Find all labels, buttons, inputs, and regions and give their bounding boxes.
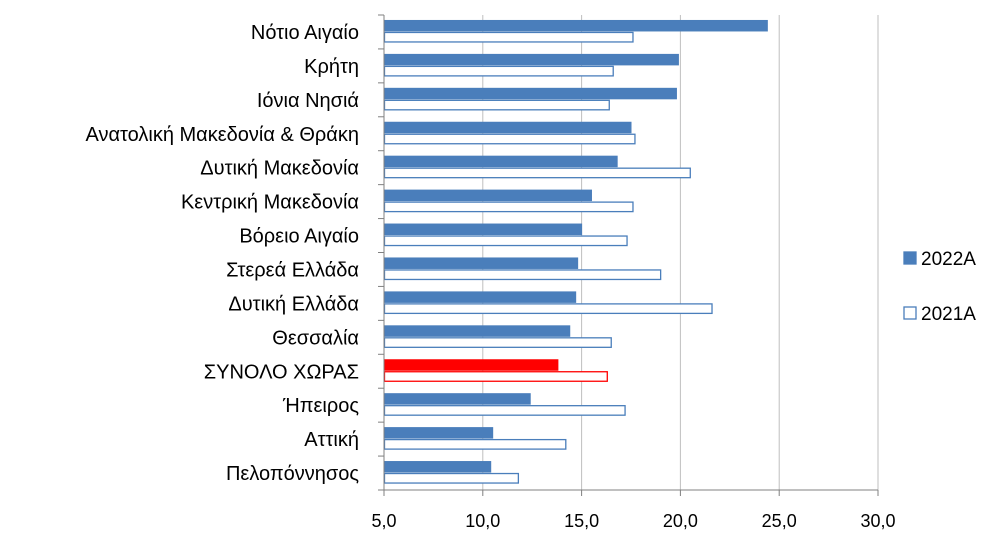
bar-2021-νότιο-αιγαίο: [383, 31, 634, 43]
category-label: Κρήτη: [304, 56, 359, 78]
x-tick-label: 30,0: [860, 511, 895, 531]
category-label: Βόρειο Αιγαίο: [239, 226, 359, 248]
category-label: Κεντρική Μακεδονία: [181, 192, 359, 214]
category-label: Δυτική Ελλάδα: [228, 293, 359, 315]
axes: [378, 14, 879, 496]
bar-2021-αττική: [383, 438, 567, 450]
bar-2021-κεντρική-μακεδονία: [383, 201, 634, 213]
category-label: Στερεά Ελλάδα: [226, 259, 359, 281]
bar-2021-στερεά-ελλάδα: [383, 269, 662, 281]
x-tick-label: 20,0: [663, 511, 698, 531]
x-tick-label: 25,0: [762, 511, 797, 531]
bar-2022-θεσσαλία: [383, 325, 571, 337]
legend-label: 2022Α: [921, 249, 976, 270]
bar-2021-συνολο-χωρας: [383, 371, 608, 382]
bar-2021-ανατολική-μακεδονία-θράκη: [383, 133, 636, 145]
bar-2022-βόρειο-αιγαίο: [383, 223, 583, 236]
legend-label: 2021Α: [921, 304, 976, 325]
legend: 2022Α 2021Α: [903, 249, 976, 325]
bar-2021-ήπειρος: [383, 405, 626, 416]
bar-2022-ήπειρος: [383, 393, 531, 405]
category-label: Αττική: [304, 429, 359, 451]
legend-swatch-outline: [903, 306, 917, 320]
bar-2022-νότιο-αιγαίο: [383, 19, 768, 32]
bar-2022-ιόνια-νησιά: [383, 87, 677, 100]
bar-2022-ανατολική-μακεδονία-θράκη: [383, 121, 632, 134]
bar-2021-κρήτη: [383, 65, 614, 77]
bar-2021-πελοπόννησος: [383, 472, 520, 484]
bar-2021-δυτική-ελλάδα: [383, 303, 713, 315]
bar-2022-δυτική-μακεδονία: [383, 155, 618, 168]
category-label: Ανατολική Μακεδονία & Θράκη: [86, 124, 360, 146]
x-tick-label: 10,0: [465, 511, 500, 531]
category-label: Ήπειρος: [282, 395, 359, 417]
bar-2022-στερεά-ελλάδα: [383, 257, 579, 269]
gridlines: [482, 15, 879, 490]
category-label: ΣΥΝΟΛΟ ΧΩΡΑΣ: [204, 361, 359, 383]
category-label: Ιόνια Νησιά: [257, 90, 359, 112]
x-tick-label: 5,0: [371, 511, 396, 531]
x-tick-label: 15,0: [564, 511, 599, 531]
category-label: Θεσσαλία: [272, 327, 359, 349]
bar-2021-ιόνια-νησιά: [383, 99, 610, 111]
bar-2022-κρήτη: [383, 53, 679, 66]
bars: [383, 19, 768, 484]
bar-2022-πελοπόννησος: [383, 461, 492, 473]
category-label: Πελοπόννησος: [226, 463, 359, 485]
x-tick-labels: 5,0 10,0 15,0 20,0 25,0 30,0: [371, 511, 895, 531]
bar-2022-αττική: [383, 427, 494, 439]
category-label: Νότιο Αιγαίο: [251, 22, 359, 44]
bar-2021-δυτική-μακεδονία: [383, 167, 691, 179]
bar-2021-θεσσαλία: [383, 337, 612, 348]
category-label: Δυτική Μακεδονία: [200, 158, 359, 180]
bar-2022-κεντρική-μακεδονία: [383, 189, 592, 202]
bar-2022-δυτική-ελλάδα: [383, 291, 577, 303]
legend-swatch-filled: [903, 251, 917, 265]
bar-2022-συνολο-χωρας: [383, 359, 559, 371]
bar-2021-βόρειο-αιγαίο: [383, 235, 628, 247]
category-labels: Νότιο Αιγαίο Κρήτη Ιόνια Νησιά Ανατολική Μα…: [86, 22, 360, 485]
